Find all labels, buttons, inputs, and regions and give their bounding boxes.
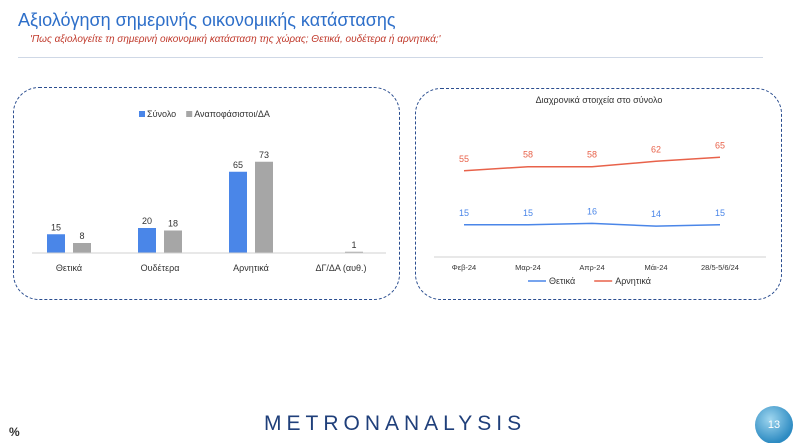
category-label: Μάι-24 bbox=[644, 263, 667, 272]
data-label: 15 bbox=[523, 208, 533, 218]
legend-label: Αναποφάσιστοι/ΔΑ bbox=[194, 109, 270, 119]
bar-chart: Σύνολο Αναποφάσιστοι/ΔΑ 15 8 Θετικά 20 18 Ουδέτ… bbox=[32, 109, 386, 273]
category-label: Ουδέτερα bbox=[141, 263, 180, 273]
page-title: Αξιολόγηση σημερινής οικονομικής κατάστα… bbox=[18, 10, 396, 30]
category-label: Φεβ-24 bbox=[452, 263, 476, 272]
series-line bbox=[464, 222, 721, 227]
page-number: 13 bbox=[767, 419, 781, 431]
category-label: Μαρ-24 bbox=[515, 263, 541, 272]
page-number-badge: 13 bbox=[755, 406, 793, 443]
data-label: 65 bbox=[715, 140, 725, 150]
data-label: 15 bbox=[51, 222, 61, 232]
bar bbox=[164, 230, 182, 253]
category-label: Αρνητικά bbox=[233, 263, 269, 273]
series-line bbox=[463, 156, 721, 172]
bar bbox=[47, 234, 65, 253]
data-label: 1 bbox=[351, 240, 356, 250]
header-divider bbox=[18, 57, 763, 58]
bar bbox=[229, 171, 247, 253]
data-label: 14 bbox=[651, 209, 661, 219]
legend-label: Σύνολο bbox=[147, 109, 176, 119]
data-label: 73 bbox=[259, 150, 269, 160]
data-label: 15 bbox=[715, 208, 725, 218]
data-label: 18 bbox=[168, 219, 178, 229]
bar bbox=[73, 243, 91, 253]
unit-label: % bbox=[9, 425, 20, 439]
data-label: 16 bbox=[587, 206, 597, 216]
chart-title: Διαχρονικά στοιχεία στο σύνολο bbox=[536, 95, 663, 105]
data-label: 65 bbox=[233, 160, 243, 170]
data-label: 55 bbox=[459, 154, 469, 164]
data-label: 8 bbox=[79, 231, 84, 241]
page-subtitle: 'Πως αξιολογείτε τη σημερινή οικονομική … bbox=[30, 34, 441, 45]
data-label: 62 bbox=[651, 144, 661, 154]
legend-swatch bbox=[139, 111, 145, 117]
bar bbox=[345, 251, 363, 253]
legend-label: Αρνητικά bbox=[615, 276, 651, 286]
legend-label: Θετικά bbox=[549, 276, 575, 286]
data-label: 58 bbox=[587, 150, 597, 160]
brand-logo: METRONANALYSIS bbox=[264, 412, 527, 435]
legend-swatch bbox=[186, 111, 193, 117]
data-label: 20 bbox=[142, 216, 152, 226]
category-label: 28/5-5/6/24 bbox=[701, 263, 739, 272]
data-label: 15 bbox=[459, 208, 469, 218]
category-label: ΔΓ/ΔΑ (αυθ.) bbox=[315, 263, 366, 273]
line-chart-panel: Διαχρονικά στοιχεία στο σύνολο 15 15 16 14 15… bbox=[415, 88, 782, 300]
category-label: Απρ-24 bbox=[579, 263, 604, 272]
data-label: 58 bbox=[523, 150, 533, 160]
category-label: Θετικά bbox=[56, 263, 82, 273]
bar bbox=[138, 228, 156, 253]
bar bbox=[255, 161, 273, 253]
line-chart: Διαχρονικά στοιχεία στο σύνολο 15 15 16 14 15… bbox=[434, 95, 766, 286]
bar-chart-panel: Σύνολο Αναποφάσιστοι/ΔΑ 15 8 Θετικά 20 18 Ουδέτ… bbox=[13, 87, 400, 300]
